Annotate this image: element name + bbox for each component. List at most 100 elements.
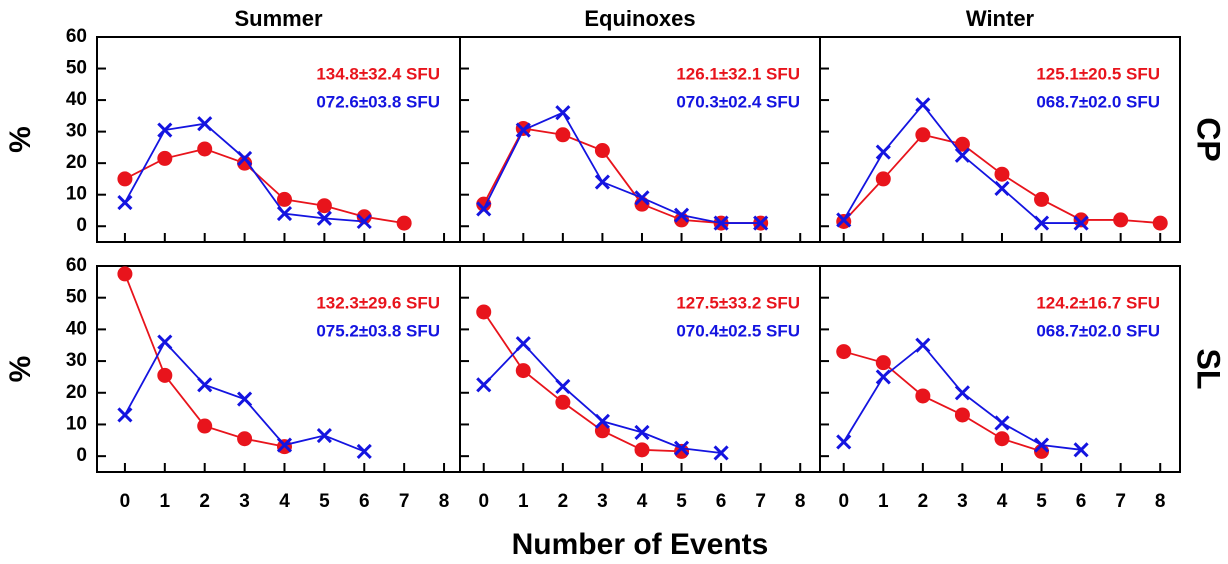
x-tick-label: 7 [1115, 491, 1126, 512]
data-point [316, 427, 332, 444]
data-point [237, 150, 253, 166]
data-point [713, 215, 729, 231]
data-point [994, 180, 1010, 196]
legend-entry: 068.7±02.0 SFU [1036, 92, 1160, 111]
y-tick-label: 40 [66, 318, 87, 339]
x-tick-label: 3 [957, 491, 968, 512]
data-point [753, 215, 769, 231]
x-tick-label: 1 [160, 491, 171, 512]
data-point [197, 377, 213, 393]
data-point [396, 215, 412, 231]
x-tick-label: 2 [558, 491, 569, 512]
data-point [276, 437, 293, 453]
data-point [316, 198, 332, 214]
data-point [515, 122, 531, 138]
x-tick-label: 3 [597, 491, 608, 512]
data-point [994, 166, 1010, 182]
data-point [836, 434, 852, 450]
x-tick-label: 0 [838, 491, 849, 512]
y-tick-label: 50 [66, 58, 87, 79]
data-point [555, 378, 571, 394]
y-tick-label: 10 [66, 184, 87, 205]
data-point [515, 336, 531, 352]
legend-entry: 125.1±20.5 SFU [1036, 64, 1160, 83]
y-tick-label: 30 [66, 350, 87, 371]
data-point [1113, 212, 1129, 228]
legend-entry: 075.2±03.8 SFU [316, 321, 440, 340]
data-point [875, 369, 891, 385]
x-tick-label: 5 [1036, 491, 1047, 512]
row-label: SL [1191, 349, 1227, 390]
data-point [356, 213, 372, 230]
y-tick-label: 60 [66, 26, 87, 47]
data-point [197, 141, 213, 157]
y-tick-label: 20 [66, 382, 87, 403]
data-point [634, 424, 650, 440]
data-point [117, 407, 133, 423]
x-tick-label: 2 [199, 491, 210, 512]
x-tick-label: 6 [716, 491, 727, 512]
data-point [555, 105, 571, 121]
legend-entry: 068.7±02.0 SFU [1036, 321, 1160, 340]
data-point [1034, 191, 1050, 207]
legend-entry: 126.1±32.1 SFU [676, 64, 800, 83]
data-point [1033, 437, 1050, 453]
data-point [157, 150, 173, 166]
data-point [915, 127, 931, 143]
legend-entry: 124.2±16.7 SFU [1036, 293, 1160, 312]
y-tick-label: 10 [66, 413, 87, 434]
data-point [875, 355, 891, 371]
data-point [915, 337, 931, 353]
x-tick-label: 1 [878, 491, 889, 512]
data-point [954, 407, 970, 423]
data-point [994, 431, 1010, 447]
x-tick-label: 4 [279, 491, 290, 512]
data-point [157, 367, 173, 383]
data-point [673, 440, 690, 456]
legend-entry: 072.6±03.8 SFU [316, 92, 440, 111]
data-point [713, 445, 729, 461]
data-point [1073, 215, 1089, 231]
data-point [594, 143, 610, 159]
legend-entry: 070.3±02.4 SFU [676, 92, 800, 111]
data-point [836, 212, 852, 228]
data-point [1152, 215, 1168, 231]
x-tick-label: 8 [795, 491, 806, 512]
data-point [515, 363, 531, 379]
legend-entry: 132.3±29.6 SFU [316, 293, 440, 312]
x-tick-label: 7 [755, 491, 766, 512]
series-line [482, 111, 761, 224]
data-point [634, 442, 650, 458]
y-tick-label: 40 [66, 89, 87, 110]
y-axis-label: % [4, 126, 37, 153]
data-point [197, 418, 213, 434]
x-tick-label: 8 [1155, 491, 1166, 512]
y-tick-label: 30 [66, 121, 87, 142]
data-point [117, 171, 133, 187]
x-tick-label: 3 [239, 491, 250, 512]
data-point [356, 443, 372, 459]
x-tick-label: 1 [518, 491, 529, 512]
series-line [482, 127, 761, 224]
x-tick-label: 0 [120, 491, 131, 512]
x-tick-label: 5 [676, 491, 687, 512]
plot-frame [819, 36, 1181, 243]
y-tick-label: 50 [66, 287, 87, 308]
data-point [237, 391, 253, 407]
data-point [157, 122, 173, 138]
y-tick-label: 60 [66, 255, 87, 276]
y-tick-label: 0 [76, 445, 87, 466]
x-tick-label: 4 [997, 491, 1008, 512]
data-point [117, 266, 133, 282]
y-tick-label: 0 [76, 215, 87, 236]
data-point [875, 171, 891, 187]
data-point [915, 388, 931, 404]
data-point [197, 116, 213, 132]
data-point [994, 415, 1010, 431]
data-point [594, 174, 610, 190]
data-point [117, 195, 133, 211]
data-point [594, 413, 610, 429]
data-point [476, 377, 492, 393]
data-point [555, 394, 571, 410]
